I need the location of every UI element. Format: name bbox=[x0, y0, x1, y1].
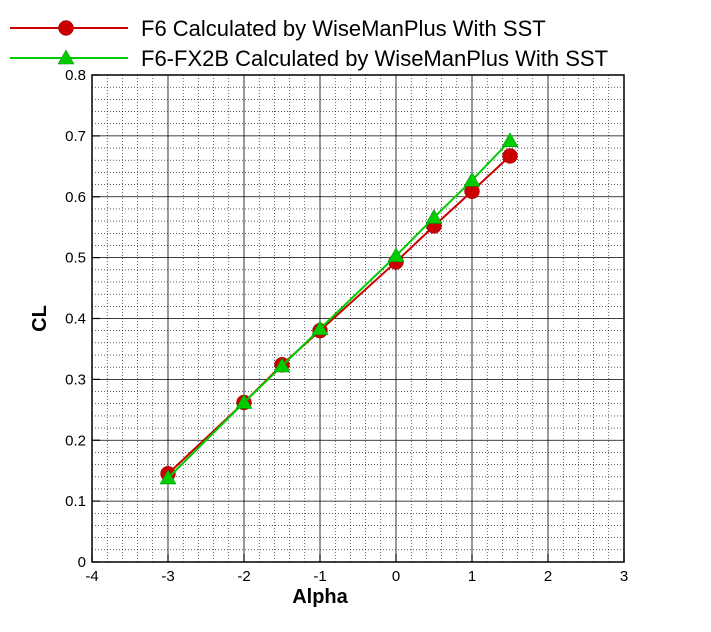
series-2-line bbox=[167, 140, 511, 479]
y-axis-title: CL bbox=[29, 305, 51, 332]
series-layer bbox=[159, 132, 519, 485]
legend-marker-2 bbox=[57, 49, 75, 65]
x-tick-label: 0 bbox=[392, 568, 400, 585]
y-tick-label: 0.2 bbox=[65, 432, 86, 449]
major-grid bbox=[91, 74, 625, 563]
y-tick-label: 0.7 bbox=[65, 128, 86, 145]
x-axis-title: Alpha bbox=[292, 586, 348, 608]
y-tick-label: 0.3 bbox=[65, 371, 86, 388]
y-tick-labels: 0 0.1 0.2 0.3 0.4 0.5 0.6 0.7 0.8 bbox=[65, 67, 86, 571]
y-tick-label: 0.8 bbox=[65, 67, 86, 84]
x-tick-label: -3 bbox=[161, 568, 174, 585]
x-tick-label: -2 bbox=[237, 568, 250, 585]
series-2-point bbox=[501, 132, 519, 147]
x-tick-label: -4 bbox=[85, 568, 98, 585]
legend-label-2: F6-FX2B Calculated by WiseManPlus With S… bbox=[141, 46, 608, 71]
series-2-point bbox=[387, 247, 405, 263]
y-tick-label: 0 bbox=[78, 554, 86, 571]
legend-label-1: F6 Calculated by WiseManPlus With SST bbox=[141, 16, 546, 41]
legend-marker-1 bbox=[58, 20, 74, 36]
x-tick-labels: -4 -3 -2 -1 0 1 2 3 bbox=[85, 568, 628, 585]
series-2-point bbox=[463, 171, 481, 187]
y-tick-label: 0.1 bbox=[65, 493, 86, 510]
series-2-point bbox=[235, 394, 253, 409]
y-tick-label: 0.4 bbox=[65, 311, 86, 328]
series-2 bbox=[159, 132, 519, 485]
series-2-point bbox=[159, 469, 177, 485]
y-tick-label: 0.6 bbox=[65, 189, 86, 206]
series-2-point bbox=[311, 320, 329, 336]
axis-ticks bbox=[91, 74, 625, 563]
x-tick-label: 2 bbox=[544, 568, 552, 585]
series-2-point bbox=[273, 357, 291, 373]
x-tick-label: 3 bbox=[620, 568, 628, 585]
legend: F6 Calculated by WiseManPlus With SST F6-… bbox=[10, 16, 608, 71]
series-2-point bbox=[425, 208, 443, 224]
x-tick-label: 1 bbox=[468, 568, 476, 585]
y-tick-label: 0.5 bbox=[65, 250, 86, 267]
series-1-point bbox=[502, 148, 518, 164]
x-tick-label: -1 bbox=[313, 568, 326, 585]
